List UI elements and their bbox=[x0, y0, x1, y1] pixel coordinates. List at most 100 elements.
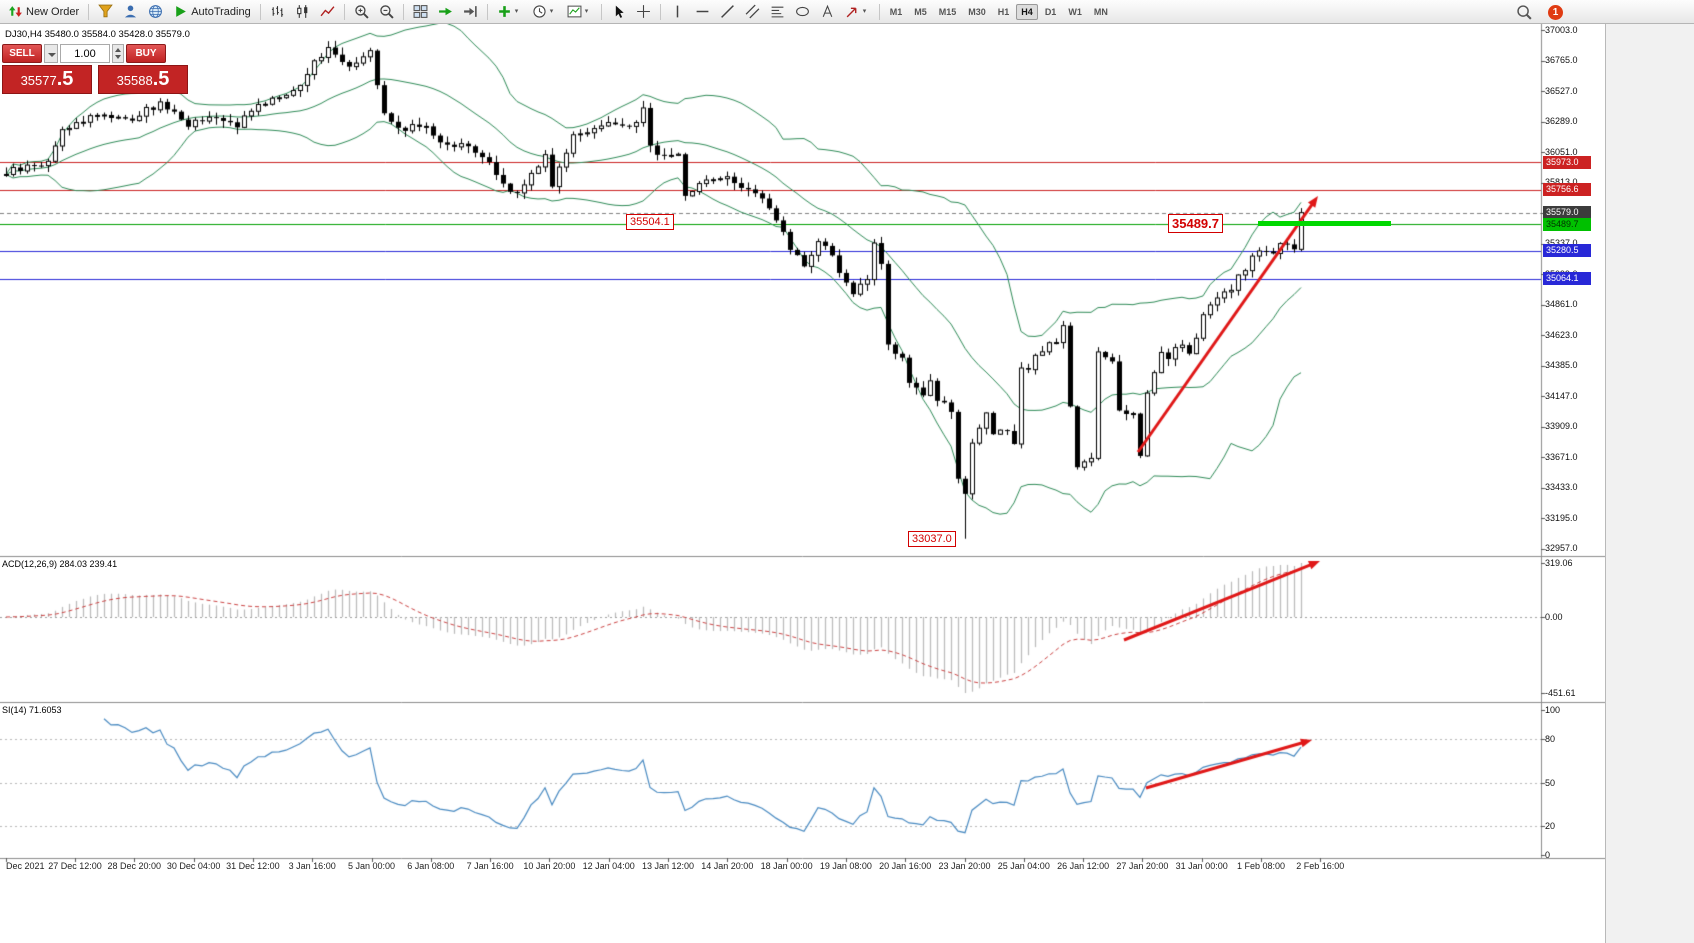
chevron-down-icon bbox=[585, 7, 592, 17]
price-axis-label: 36051.0 bbox=[1545, 146, 1578, 157]
macd-axis-label: 0.00 bbox=[1545, 612, 1563, 622]
time-axis-label: 2 Feb 16:00 bbox=[1296, 861, 1345, 871]
toolbar-right-group: 1 bbox=[1512, 0, 1563, 24]
search-icon bbox=[1517, 5, 1532, 20]
line-chart-button[interactable] bbox=[316, 2, 339, 22]
horizontal-line-button[interactable] bbox=[691, 2, 714, 22]
user-button[interactable] bbox=[119, 2, 142, 22]
chevron-down-icon bbox=[863, 7, 870, 17]
price-axis-label: 34147.0 bbox=[1545, 390, 1578, 401]
buy-button[interactable]: BUY bbox=[126, 44, 166, 63]
arrow-objects-button[interactable] bbox=[841, 2, 874, 22]
volume-down-icon[interactable] bbox=[115, 55, 121, 62]
ellipse-icon bbox=[795, 6, 809, 17]
time-axis-label: 5 Jan 00:00 bbox=[347, 861, 396, 871]
price-axis-label: 33433.0 bbox=[1545, 482, 1578, 493]
volume-dropdown[interactable] bbox=[44, 44, 58, 63]
price-annotation-35504[interactable]: 35504.1 bbox=[626, 214, 674, 230]
cursor-button[interactable] bbox=[607, 2, 630, 22]
trendline-button[interactable] bbox=[716, 2, 739, 22]
volume-up-icon[interactable] bbox=[115, 45, 121, 52]
timeframe-d1-button[interactable]: D1 bbox=[1040, 4, 1062, 20]
time-axis-label: 14 Jan 20:00 bbox=[701, 861, 754, 871]
zoom-out-icon bbox=[380, 5, 394, 19]
horizontal-line-icon bbox=[696, 10, 709, 13]
chart-canvas[interactable] bbox=[0, 24, 1605, 878]
candlestick-chart-button[interactable] bbox=[291, 2, 314, 22]
time-axis-label: 3 Jan 16:00 bbox=[288, 861, 336, 871]
notification-badge[interactable]: 1 bbox=[1548, 4, 1563, 20]
chart-shift-icon bbox=[463, 6, 477, 17]
chevron-down-icon bbox=[550, 7, 557, 17]
timeframe-m30-button[interactable]: M30 bbox=[963, 4, 991, 20]
timeframe-h4-button[interactable]: H4 bbox=[1016, 3, 1038, 20]
sell-button[interactable]: SELL bbox=[2, 44, 42, 63]
price-tag-35579.0[interactable]: 35579.0 bbox=[1543, 206, 1591, 220]
rsi-indicator-label: SI(14) 71.6053 bbox=[2, 705, 62, 715]
fibonacci-button[interactable] bbox=[766, 2, 789, 22]
timeframe-m1-button[interactable]: M1 bbox=[885, 4, 908, 20]
indicators-button[interactable] bbox=[493, 2, 526, 22]
one-click-order-row: SELL 1.00 BUY bbox=[2, 44, 197, 63]
buy-price-display[interactable]: 35588.5 bbox=[98, 65, 188, 94]
globe-button[interactable] bbox=[144, 2, 167, 22]
one-click-trading-panel: SELL 1.00 BUY 35577.5 35588.5 bbox=[2, 44, 197, 94]
resistance-highlight-segment[interactable] bbox=[1258, 221, 1391, 226]
tile-windows-icon bbox=[413, 5, 428, 18]
text-tool-button[interactable] bbox=[816, 2, 839, 22]
templates-button[interactable] bbox=[563, 2, 596, 22]
toolbar-separator bbox=[878, 3, 880, 20]
timeframe-mn-button[interactable]: MN bbox=[1089, 4, 1113, 20]
time-axis-label: 13 Jan 12:00 bbox=[641, 861, 695, 871]
price-axis-label: 34623.0 bbox=[1545, 329, 1578, 340]
shapes-button[interactable] bbox=[791, 2, 814, 22]
vertical-line-button[interactable] bbox=[666, 2, 689, 22]
channel-button[interactable] bbox=[741, 2, 764, 22]
volume-input[interactable]: 1.00 bbox=[60, 44, 110, 63]
new-order-label: New Order bbox=[26, 5, 80, 18]
timeframe-h1-button[interactable]: H1 bbox=[993, 4, 1015, 20]
toolbar-separator bbox=[88, 3, 90, 20]
price-tag-35973.0[interactable]: 35973.0 bbox=[1543, 155, 1591, 169]
tile-windows-button[interactable] bbox=[409, 2, 432, 22]
time-axis-label: 27 Jan 20:00 bbox=[1116, 861, 1169, 871]
new-order-button[interactable]: New Order bbox=[4, 2, 83, 22]
time-axis-label: 20 Jan 16:00 bbox=[879, 861, 932, 871]
bar-chart-icon bbox=[271, 6, 283, 17]
price-tag-35489.7[interactable]: 35489.7 bbox=[1543, 217, 1591, 231]
auto-scroll-button[interactable] bbox=[434, 2, 457, 22]
price-annotation-33037[interactable]: 33037.0 bbox=[908, 531, 956, 547]
crosshair-button[interactable] bbox=[632, 2, 655, 22]
price-tag-35064.1[interactable]: 35064.1 bbox=[1543, 272, 1591, 286]
buy-price-main: 35588 bbox=[116, 73, 153, 88]
price-tag-35280.5[interactable]: 35280.5 bbox=[1543, 244, 1591, 258]
trendline-icon bbox=[720, 5, 734, 18]
sell-price-display[interactable]: 35577.5 bbox=[2, 65, 92, 94]
autotrading-button[interactable]: AutoTrading bbox=[169, 2, 255, 22]
chart-shift-button[interactable] bbox=[459, 2, 482, 22]
funnel-button[interactable] bbox=[94, 2, 117, 22]
price-axis-label: 36289.0 bbox=[1545, 116, 1578, 127]
price-axis-label: 36527.0 bbox=[1545, 85, 1578, 96]
timeframe-m15-button[interactable]: M15 bbox=[934, 4, 962, 20]
time-axis-label: 28 Dec 20:00 bbox=[107, 861, 162, 871]
toolbar-separator bbox=[486, 3, 488, 20]
toolbar-separator bbox=[402, 3, 404, 20]
zoom-out-button[interactable] bbox=[375, 2, 398, 22]
volume-stepper[interactable] bbox=[112, 44, 124, 63]
price-tag-35756.6[interactable]: 35756.6 bbox=[1543, 183, 1591, 197]
main-toolbar: New Order AutoTrading bbox=[0, 0, 1694, 24]
timeframes-dropdown-button[interactable] bbox=[528, 2, 561, 22]
time-axis-label: 6 Jan 08:00 bbox=[407, 861, 455, 871]
price-axis-label: 33195.0 bbox=[1545, 512, 1578, 523]
timeframe-w1-button[interactable]: W1 bbox=[1063, 4, 1087, 20]
zoom-in-button[interactable] bbox=[350, 2, 373, 22]
bar-chart-button[interactable] bbox=[266, 2, 289, 22]
price-annotation-35489[interactable]: 35489.7 bbox=[1168, 214, 1223, 233]
time-axis-label: 27 Dec 12:00 bbox=[48, 861, 102, 871]
search-button[interactable] bbox=[1512, 2, 1536, 22]
toolbar-separator bbox=[343, 3, 345, 20]
new-order-icon bbox=[9, 6, 22, 17]
timeframe-m5-button[interactable]: M5 bbox=[909, 4, 932, 20]
